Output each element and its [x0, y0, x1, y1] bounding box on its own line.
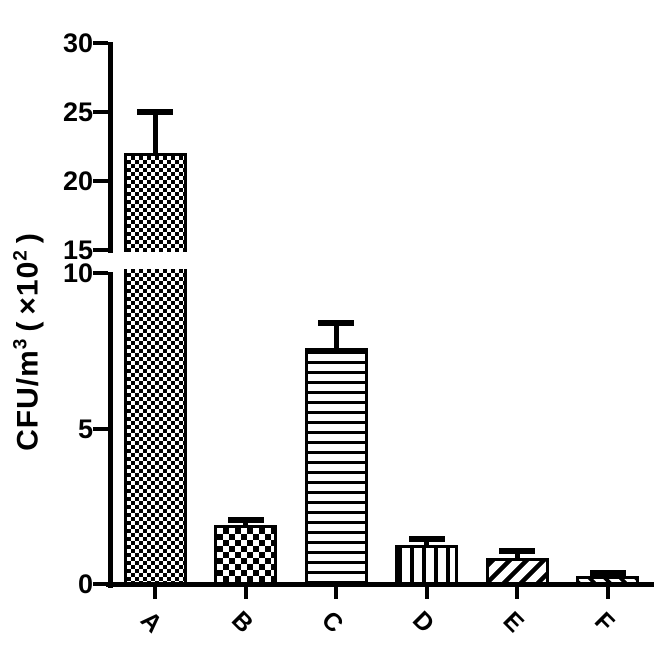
x-axis-label-C: C — [316, 605, 349, 639]
error-bar-cap-A — [137, 109, 173, 115]
error-bar-cap-D — [408, 536, 445, 542]
y-axis-title-base-sup: 3 — [10, 337, 32, 350]
y-axis-lower-segment — [108, 272, 113, 588]
error-bar-cap-E — [499, 548, 535, 554]
y-axis-tick-10 — [93, 271, 108, 275]
x-axis-label-B: B — [225, 605, 259, 639]
x-axis-tick-A — [153, 587, 157, 599]
x-axis-tick-D — [424, 587, 429, 599]
y-axis-tick-5 — [93, 427, 108, 431]
y-axis-tick-label-15: 15 — [62, 235, 93, 265]
bar-E — [485, 558, 549, 586]
y-axis-tick-30 — [93, 41, 108, 45]
x-axis-line — [106, 582, 654, 587]
y-axis-title-mult-sup: 2 — [10, 249, 32, 261]
error-bar-stem-E — [514, 551, 520, 561]
x-axis-tick-B — [243, 587, 248, 599]
y-axis-tick-label-30: 30 — [62, 28, 93, 58]
bar-A-lower — [123, 269, 187, 586]
error-bar-cap-F — [589, 570, 626, 576]
y-axis-tick-label-0: 0 — [77, 569, 93, 599]
x-axis-label-E: E — [497, 606, 530, 638]
error-bar-stem-B — [243, 520, 248, 528]
x-axis-tick-F — [605, 587, 610, 599]
bar-C — [304, 348, 368, 586]
bar-D — [395, 545, 458, 586]
x-axis-label-D: D — [406, 605, 440, 639]
y-axis-tick-15 — [93, 248, 108, 252]
y-axis-tick-label-10: 10 — [62, 258, 93, 288]
bar-A-upper — [123, 153, 187, 252]
y-axis-tick-20 — [93, 179, 108, 183]
error-bar-cap-C — [318, 320, 354, 326]
y-axis-tick-label-25: 25 — [62, 97, 93, 127]
y-axis-title-open-paren: ( — [11, 320, 45, 332]
y-axis-tick-25 — [93, 110, 108, 114]
y-axis-tick-0 — [93, 582, 108, 586]
error-bar-stem-A — [152, 112, 158, 156]
x-axis-label-A: A — [135, 605, 168, 639]
error-bar-stem-C — [333, 323, 339, 351]
x-axis-label-F: F — [588, 606, 620, 638]
y-axis-tick-label-5: 5 — [77, 414, 93, 444]
error-bar-cap-B — [227, 517, 264, 523]
bar-F — [576, 576, 639, 586]
y-axis-upper-segment — [108, 42, 113, 253]
x-axis-tick-C — [334, 587, 338, 599]
error-bar-stem-D — [424, 539, 429, 548]
y-axis-tick-label-20: 20 — [62, 166, 93, 196]
bar-B — [214, 525, 277, 586]
x-axis-tick-E — [515, 587, 519, 599]
